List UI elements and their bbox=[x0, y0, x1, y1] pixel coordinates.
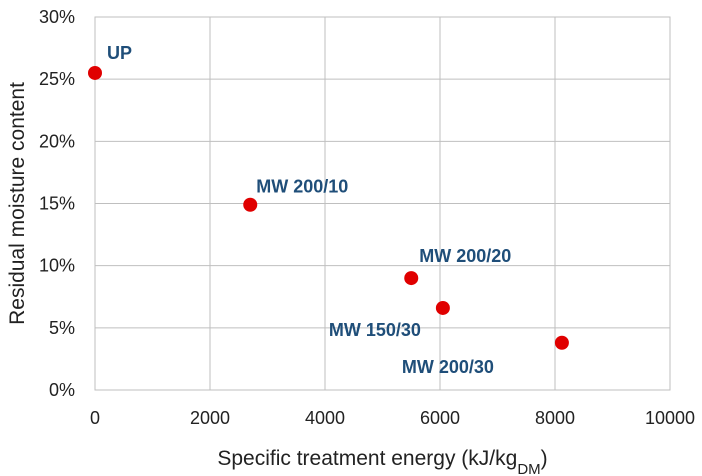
x-axis-title: Specific treatment energy (kJ/kgDM) bbox=[217, 447, 547, 476]
plot-frame bbox=[94, 16, 671, 391]
y-tick-label: 0% bbox=[49, 380, 75, 400]
data-point bbox=[88, 65, 102, 80]
x-tick-labels: 0 2000 4000 6000 8000 10000 bbox=[90, 408, 695, 428]
x-tick-label: 4000 bbox=[305, 408, 345, 428]
y-tick-label: 15% bbox=[39, 194, 75, 214]
data-point bbox=[435, 300, 450, 315]
point-label: MW 200/20 bbox=[419, 246, 511, 266]
x-axis-title-main: Specific treatment energy (kJ/kg bbox=[217, 447, 517, 470]
x-tick-label: 8000 bbox=[535, 408, 575, 428]
point-label: UP bbox=[107, 43, 132, 63]
x-tick-label: 2000 bbox=[190, 408, 230, 428]
y-tick-label: 25% bbox=[39, 69, 75, 89]
point-label: MW 200/30 bbox=[402, 357, 494, 377]
x-axis-title-suffix: ) bbox=[541, 447, 548, 470]
y-tick-label: 5% bbox=[49, 318, 75, 338]
data-points bbox=[88, 65, 569, 350]
y-axis-title: Residual moisture content bbox=[6, 82, 29, 325]
y-tick-label: 10% bbox=[39, 256, 75, 276]
point-labels: UP MW 200/10 MW 200/20 MW 150/30 MW 200/30 bbox=[107, 43, 511, 377]
y-tick-labels: 0% 5% 10% 15% 20% 25% 30% bbox=[39, 7, 75, 400]
point-label: MW 200/10 bbox=[256, 177, 348, 197]
point-label: MW 150/30 bbox=[329, 320, 421, 340]
x-tick-label: 0 bbox=[90, 408, 100, 428]
data-point bbox=[404, 271, 419, 286]
x-tick-label: 6000 bbox=[420, 408, 460, 428]
data-point bbox=[554, 335, 569, 350]
x-tick-label: 10000 bbox=[645, 408, 695, 428]
y-tick-label: 30% bbox=[39, 7, 75, 27]
data-point bbox=[243, 197, 258, 212]
y-tick-label: 20% bbox=[39, 131, 75, 151]
x-axis-title-subscript: DM bbox=[517, 461, 540, 476]
